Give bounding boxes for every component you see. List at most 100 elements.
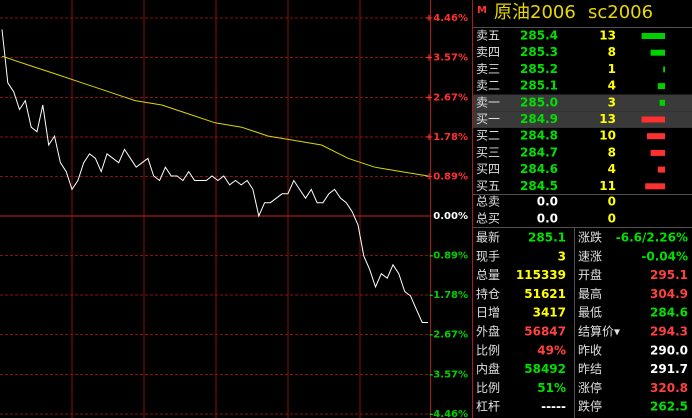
book-label: 买二 bbox=[476, 129, 500, 143]
volume-bar bbox=[647, 133, 665, 140]
stat-value: 304.9 bbox=[650, 287, 688, 301]
total-price: 0.0 bbox=[537, 212, 558, 226]
stat-value: 285.1 bbox=[528, 231, 566, 245]
book-volume: 3 bbox=[608, 95, 616, 109]
book-volume: 11 bbox=[599, 179, 616, 193]
stat-value: 290.0 bbox=[650, 343, 688, 357]
title: 原油2006 bbox=[494, 2, 576, 23]
book-volume: 8 bbox=[608, 45, 616, 59]
volume-bar bbox=[663, 66, 665, 73]
book-label: 卖一 bbox=[476, 95, 500, 109]
volume-bar bbox=[657, 166, 665, 173]
stat-label: 昨结 bbox=[578, 362, 602, 376]
book-price: 284.9 bbox=[520, 112, 558, 126]
stat-value: 295.1 bbox=[650, 268, 688, 282]
stat-label: 现手 bbox=[476, 249, 500, 263]
book-volume: 13 bbox=[599, 112, 616, 126]
total-volume: 0 bbox=[608, 195, 616, 209]
book-volume: 4 bbox=[608, 79, 616, 93]
y-tick-label: +3.57% bbox=[425, 53, 468, 64]
volume-bar bbox=[650, 49, 665, 56]
y-tick-label: +0.89% bbox=[425, 171, 468, 182]
average-line bbox=[1, 55, 429, 177]
book-label: 买一 bbox=[476, 112, 500, 126]
book-label: 卖四 bbox=[476, 45, 500, 59]
book-price: 284.6 bbox=[520, 162, 558, 176]
stat-label: 持仓 bbox=[476, 286, 500, 301]
stat-label: 杠杆 bbox=[476, 399, 500, 414]
book-label: 买三 bbox=[476, 145, 500, 159]
stat-value: 291.7 bbox=[650, 362, 688, 376]
stat-value: 320.8 bbox=[650, 381, 688, 395]
book-price: 285.2 bbox=[520, 62, 558, 76]
y-tick-label: +1.78% bbox=[425, 132, 468, 143]
book-price: 285.3 bbox=[520, 45, 558, 59]
book-label: 卖三 bbox=[476, 62, 500, 76]
stat-value: 49% bbox=[537, 343, 566, 357]
book-volume: 1 bbox=[608, 62, 616, 76]
y-tick-label: -1.78% bbox=[429, 290, 468, 301]
row-highlight bbox=[473, 111, 692, 128]
stat-label: 比例 bbox=[476, 343, 500, 357]
book-label: 买四 bbox=[476, 162, 500, 176]
stat-value: 56847 bbox=[524, 325, 566, 339]
volume-bar bbox=[641, 33, 665, 39]
stat-value: ----- bbox=[541, 400, 566, 414]
book-volume: 4 bbox=[608, 162, 616, 176]
stat-label: 最新 bbox=[476, 230, 500, 245]
row-highlight bbox=[473, 94, 692, 112]
y-tick-label: +2.67% bbox=[425, 92, 468, 103]
book-volume: 8 bbox=[608, 145, 616, 159]
volume-bar bbox=[657, 83, 665, 90]
book-price: 284.8 bbox=[520, 129, 558, 143]
stat-label: 总量 bbox=[476, 268, 500, 282]
stat-value: 3417 bbox=[533, 306, 566, 320]
volume-bar bbox=[645, 183, 665, 190]
book-label: 卖二 bbox=[476, 79, 500, 93]
stat-value: 3 bbox=[558, 249, 566, 263]
y-tick-label: -3.57% bbox=[429, 369, 468, 380]
stat-label: 速涨 bbox=[578, 248, 602, 263]
stat-value: 58492 bbox=[524, 362, 566, 376]
stat-value: -6.6/2.26% bbox=[616, 231, 688, 245]
total-label: 总买 bbox=[476, 212, 500, 226]
stat-label: 开盘 bbox=[578, 267, 602, 282]
stat-value: 115339 bbox=[516, 268, 566, 282]
book-price: 284.5 bbox=[520, 179, 558, 193]
stat-value: 262.5 bbox=[650, 400, 688, 414]
stat-label: 昨收 bbox=[578, 343, 602, 357]
price-line bbox=[1, 29, 428, 323]
code: sc2006 bbox=[588, 2, 653, 23]
book-volume: 13 bbox=[599, 29, 616, 43]
y-tick-label: +4.46% bbox=[425, 13, 468, 24]
volume-bar bbox=[659, 99, 665, 106]
total-volume: 0 bbox=[608, 212, 616, 226]
book-price: 284.7 bbox=[520, 145, 558, 159]
y-tick-label: 0.00% bbox=[433, 211, 468, 222]
stat-label: 涨停 bbox=[578, 380, 602, 395]
stat-label: 涨跌 bbox=[578, 230, 602, 245]
marker: M bbox=[477, 5, 487, 16]
book-price: 285.0 bbox=[520, 95, 558, 109]
stat-label: 比例 bbox=[476, 381, 500, 395]
stat-label: 跌停 bbox=[578, 399, 602, 414]
book-price: 285.1 bbox=[520, 79, 558, 93]
stat-label: 内盘 bbox=[476, 361, 500, 376]
panel-lines bbox=[473, 27, 692, 418]
book-price: 285.4 bbox=[520, 29, 558, 43]
stat-label: 外盘 bbox=[476, 324, 500, 339]
y-tick-label: -2.67% bbox=[429, 330, 468, 341]
book-label: 卖五 bbox=[476, 29, 500, 43]
volume-bar bbox=[650, 149, 665, 156]
stat-value: -0.04% bbox=[641, 249, 688, 263]
volume-bar bbox=[641, 116, 665, 123]
stat-label: 最低 bbox=[578, 306, 602, 320]
stat-label: 最高 bbox=[578, 286, 602, 301]
stat-value: 294.3 bbox=[650, 325, 688, 339]
stat-value: 284.6 bbox=[650, 306, 688, 320]
stat-label: 结算价▾ bbox=[578, 324, 620, 339]
y-tick-label: -4.46% bbox=[429, 409, 468, 418]
